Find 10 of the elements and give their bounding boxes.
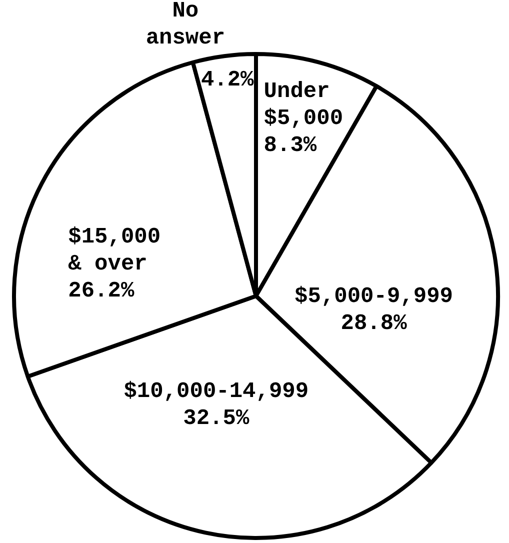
data-label: 28.8% [340, 310, 408, 336]
data-label: 32.5% [183, 406, 250, 432]
data-label: 8.3% [264, 132, 318, 158]
data-label: 26.2% [68, 278, 135, 304]
slice-label: $10,000-14,999 [124, 379, 309, 404]
data-label: 4.2% [200, 68, 255, 93]
slice-label: Under $5,000 [264, 78, 344, 131]
slice-label: $5,000-9,999 [294, 284, 453, 309]
slice-label: No answer [146, 0, 226, 50]
slice-label: $15,000 & over [68, 224, 161, 277]
